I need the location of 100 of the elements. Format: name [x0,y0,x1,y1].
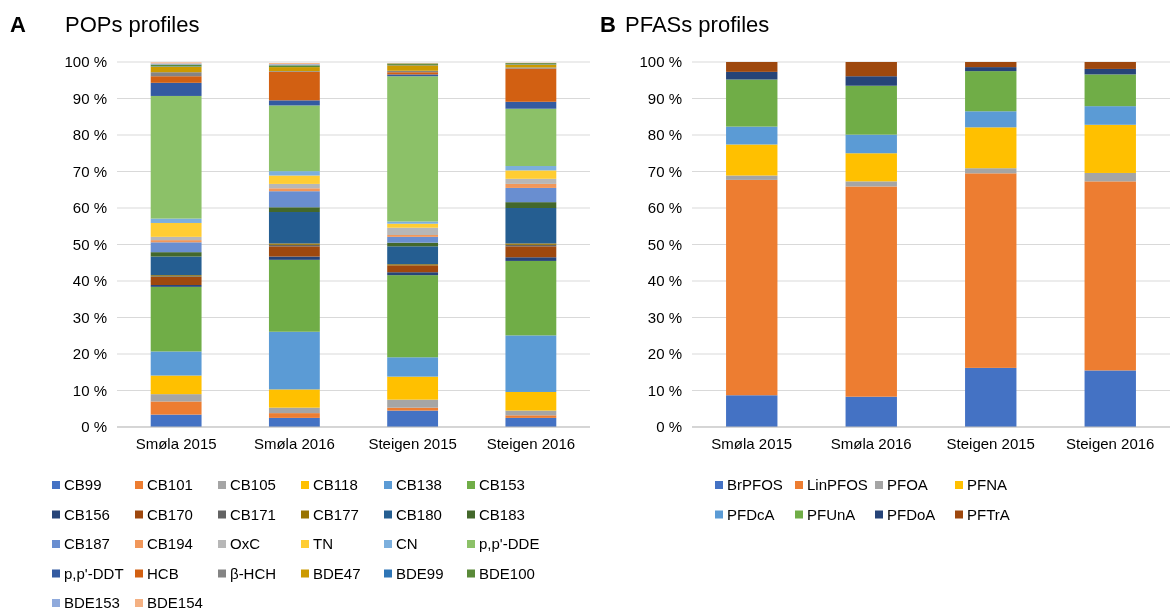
legend-label: CB118 [313,476,358,494]
bar [505,108,557,167]
y-tick-label: 40 % [647,272,682,290]
legend-label: CB153 [479,476,525,494]
y-tick-label: 10 % [647,381,682,399]
legend-label: CB101 [147,476,193,494]
legend-label: CN [396,535,418,553]
bar [505,178,557,184]
bar [965,62,1017,68]
bar [726,126,778,145]
bar [268,207,320,213]
bar [268,105,320,172]
bar [268,71,320,101]
bar [965,127,1017,169]
bar [965,367,1017,427]
bar [505,183,557,188]
legend-label: LinPFOS [807,476,868,494]
y-tick-label: 0 % [81,418,107,436]
bar [505,187,557,203]
bar [505,257,557,261]
bar [845,186,897,397]
x-tick-label: Smøla 2015 [135,435,217,452]
bar [387,246,439,265]
y-tick-label: 60 % [647,199,682,217]
bar [268,413,320,418]
legend-label: CB138 [396,476,442,494]
bar [268,67,320,72]
bar [845,153,897,182]
bar [1084,106,1136,125]
legend-label: PFUnA [807,505,856,523]
bar [150,401,202,415]
legend-label: CB170 [147,505,193,523]
bar [726,144,778,176]
legend-label: CB105 [230,476,276,494]
x-tick-label: Steigen 2016 [486,435,576,452]
bar [845,62,897,77]
legend-label: OxC [230,535,261,553]
y-tick-label: 50 % [647,235,682,253]
legend-label: p,p'-DDT [64,564,124,582]
text: B [600,12,616,37]
bar [268,331,320,390]
bar [505,170,557,179]
bar [268,212,320,244]
bar [726,79,778,127]
legend-label: p,p'-DDE [479,535,540,553]
bar [387,272,439,276]
bar [150,236,202,241]
legend-label: CB194 [147,535,193,553]
bar [505,415,557,418]
bar [150,252,202,257]
legend-label: PFOA [887,476,928,494]
y-tick-label: 80 % [647,126,682,144]
bar [150,222,202,237]
legend-label: BDE154 [147,594,203,612]
bar [726,71,778,80]
x-tick-label: Steigen 2015 [946,435,1035,452]
bar [387,407,439,411]
bar [387,399,439,408]
bar [965,173,1017,368]
bar [150,286,202,352]
bar [268,183,320,189]
bar [1084,172,1136,182]
y-tick-label: 0 % [656,418,682,436]
bar [387,236,439,243]
bar [150,82,202,96]
bar [726,179,778,396]
bar [505,166,557,171]
bar [726,395,778,427]
bar [965,71,1017,112]
legend-label: CB177 [313,505,359,523]
bar [268,256,320,260]
bar [387,376,439,400]
legend-label: PFNA [967,476,1008,494]
bar [150,72,202,77]
bar [1084,370,1136,427]
bar [268,259,320,332]
bar [1084,124,1136,173]
legend-label: BDE100 [479,564,535,582]
bar [726,175,778,180]
bar [268,188,320,192]
bar [150,276,202,286]
bar [268,100,320,106]
y-tick-label: 90 % [72,89,107,107]
legend-label: β-HCH [230,564,277,582]
legend-label: CB171 [230,505,276,523]
bar [150,240,202,243]
legend-label: PFDcA [727,505,775,523]
chart-title: POPs profiles [65,12,200,37]
legend-label: CB183 [479,505,525,523]
y-tick-label: 30 % [647,308,682,326]
legend-label: PFTrA [967,505,1010,523]
bar [505,101,557,109]
bar [505,68,557,102]
bar [387,265,439,273]
x-tick-label: Steigen 2016 [1066,435,1155,452]
bar [726,62,778,72]
y-tick-label: 30 % [72,308,107,326]
y-tick-label: 90 % [647,89,682,107]
bar [387,221,439,224]
bar [150,351,202,376]
